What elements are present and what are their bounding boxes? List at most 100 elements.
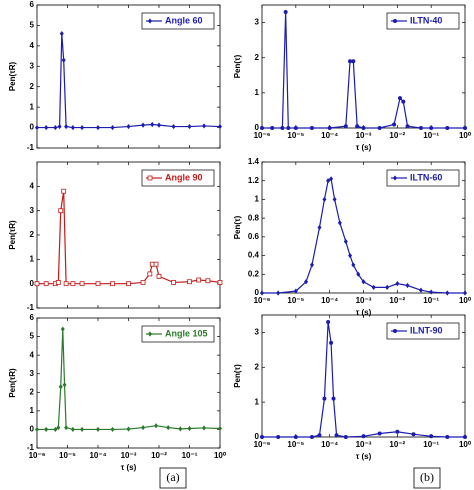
marker bbox=[411, 432, 416, 437]
legend-marker bbox=[393, 175, 397, 181]
marker bbox=[445, 290, 450, 296]
marker bbox=[34, 281, 40, 287]
x-tick-label: 10⁻¹ bbox=[423, 296, 439, 305]
x-tick-label: 10⁰ bbox=[214, 451, 227, 460]
marker bbox=[293, 288, 298, 294]
marker bbox=[429, 434, 434, 439]
y-tick-label: 4 bbox=[30, 181, 35, 190]
y-tick-label: 2 bbox=[255, 362, 260, 371]
x-tick-label: 10⁻⁵ bbox=[59, 451, 76, 460]
legend-marker bbox=[148, 331, 152, 337]
y-tick-label: 0 bbox=[255, 288, 260, 297]
marker bbox=[398, 96, 403, 101]
marker bbox=[309, 126, 314, 130]
marker bbox=[445, 435, 450, 439]
marker bbox=[418, 126, 423, 130]
marker bbox=[343, 435, 348, 439]
marker bbox=[149, 261, 155, 267]
marker bbox=[317, 433, 322, 438]
marker bbox=[293, 126, 298, 130]
marker bbox=[334, 433, 339, 438]
legend-label: Angle 60 bbox=[165, 15, 203, 25]
legend-label: Angle 105 bbox=[165, 328, 208, 338]
y-tick-label: 2 bbox=[30, 82, 35, 91]
marker bbox=[260, 290, 264, 296]
marker bbox=[43, 281, 49, 287]
x-tick-label: 10⁻⁴ bbox=[321, 296, 338, 305]
marker bbox=[361, 126, 366, 130]
y-tick-label: 0.6 bbox=[248, 232, 260, 241]
marker bbox=[141, 424, 146, 431]
y-tick-label: -1 bbox=[27, 443, 35, 452]
marker bbox=[356, 271, 361, 277]
x-tick-label: 10⁻³ bbox=[356, 131, 372, 140]
marker bbox=[187, 279, 192, 285]
marker bbox=[445, 126, 450, 130]
x-tick-label: 10⁻³ bbox=[121, 451, 137, 460]
x-tick-label: 10⁰ bbox=[459, 131, 472, 140]
marker bbox=[343, 238, 348, 245]
marker bbox=[395, 429, 400, 434]
marker bbox=[326, 178, 331, 184]
marker bbox=[110, 426, 115, 433]
y-tick-label: 2 bbox=[255, 53, 260, 62]
marker bbox=[80, 124, 85, 131]
marker bbox=[429, 126, 434, 130]
x-tick-label: 10⁻⁵ bbox=[287, 296, 304, 305]
marker bbox=[348, 252, 353, 259]
marker bbox=[355, 124, 360, 129]
x-tick-label: 10⁻⁶ bbox=[29, 451, 46, 460]
x-axis-label: τ (s) bbox=[356, 308, 372, 317]
marker bbox=[329, 340, 334, 345]
marker bbox=[187, 425, 192, 432]
y-tick-label: 1 bbox=[255, 88, 260, 97]
legend-marker bbox=[393, 329, 397, 333]
marker bbox=[196, 277, 202, 283]
marker bbox=[95, 281, 101, 287]
legend-marker bbox=[393, 19, 397, 23]
marker bbox=[361, 279, 366, 285]
marker bbox=[205, 278, 211, 284]
y-tick-label: 4 bbox=[30, 350, 35, 359]
x-tick-label: 10⁻² bbox=[389, 131, 405, 140]
marker bbox=[327, 126, 332, 130]
marker bbox=[218, 123, 222, 130]
marker bbox=[60, 326, 65, 332]
marker bbox=[260, 126, 264, 130]
marker bbox=[276, 290, 281, 296]
marker bbox=[361, 434, 366, 439]
marker bbox=[156, 273, 162, 279]
y-tick-label: 0 bbox=[255, 432, 260, 441]
legend-box bbox=[141, 12, 215, 30]
marker bbox=[322, 196, 327, 203]
series-line bbox=[262, 321, 465, 438]
marker bbox=[64, 424, 69, 431]
x-axis-label: τ (s) bbox=[356, 143, 372, 152]
y-tick-label: 4 bbox=[30, 41, 35, 50]
y-tick-label: -1 bbox=[27, 303, 35, 312]
marker bbox=[385, 284, 390, 290]
series-line bbox=[37, 329, 221, 431]
marker bbox=[405, 282, 410, 289]
marker bbox=[171, 280, 176, 285]
y-tick-label: 0 bbox=[255, 123, 260, 132]
x-tick-label: 10⁻⁶ bbox=[254, 440, 271, 449]
marker bbox=[64, 123, 69, 130]
y-tick-label: 0 bbox=[30, 123, 35, 132]
y-tick-label: 5 bbox=[30, 21, 35, 30]
marker bbox=[44, 124, 49, 131]
y-tick-label: 0 bbox=[30, 279, 35, 288]
x-tick-label: 10⁻⁵ bbox=[287, 440, 304, 449]
marker bbox=[463, 290, 467, 296]
marker bbox=[63, 281, 69, 287]
marker bbox=[58, 384, 63, 390]
x-axis-label: τ (s) bbox=[121, 463, 137, 472]
marker bbox=[70, 426, 75, 433]
panel-label: (b) bbox=[420, 470, 434, 484]
marker bbox=[70, 281, 76, 287]
y-tick-label: 2 bbox=[30, 387, 35, 396]
marker bbox=[35, 426, 39, 433]
marker bbox=[463, 435, 467, 439]
y-axis-label: Pen(τR) bbox=[8, 368, 17, 398]
marker bbox=[96, 124, 100, 131]
